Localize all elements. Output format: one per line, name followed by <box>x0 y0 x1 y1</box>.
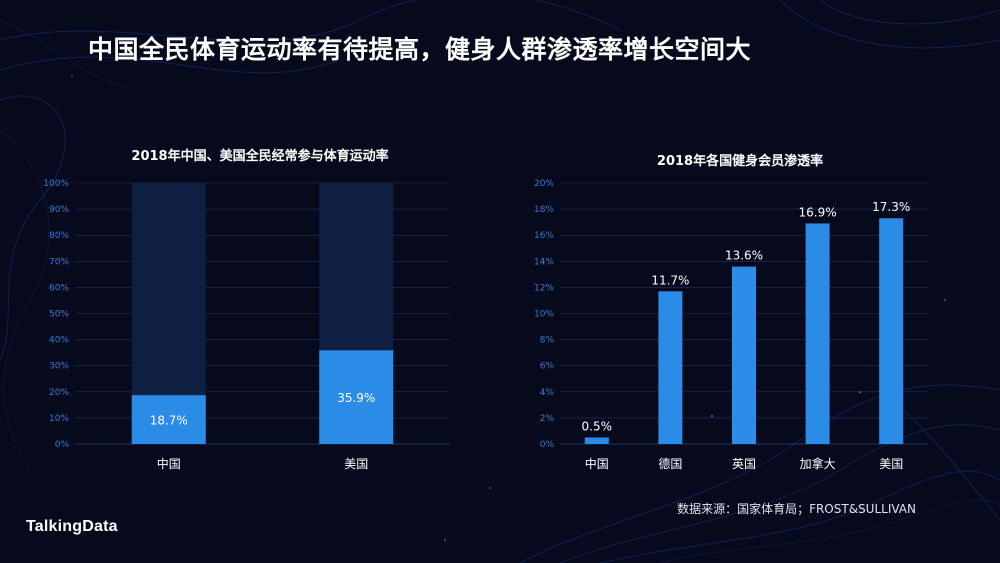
x-tick-label: 美国 <box>344 457 368 471</box>
x-tick-label: 德国 <box>658 456 682 471</box>
chart2-title: 2018年各国健身会员渗透率 <box>656 154 824 169</box>
y-tick-label: 70% <box>49 257 69 267</box>
x-tick-label: 美国 <box>879 457 903 471</box>
x-tick-label: 加拿大 <box>800 456 836 471</box>
data-label: 16.9% <box>799 205 837 219</box>
bar-中国 <box>131 395 206 444</box>
y-tick-label: 12% <box>534 283 554 293</box>
data-label: 35.9% <box>337 391 375 405</box>
bar-美国 <box>319 350 394 444</box>
y-tick-label: 16% <box>534 231 554 241</box>
x-tick-label: 英国 <box>732 457 756 471</box>
source-note: 数据来源：国家体育局；FROST&SULLIVAN <box>677 502 916 516</box>
y-tick-label: 80% <box>49 231 69 241</box>
y-tick-label: 4% <box>540 388 555 398</box>
y-tick-label: 14% <box>534 257 554 267</box>
bar-英国 <box>732 266 756 444</box>
bar-美国 <box>879 218 904 444</box>
x-tick-label: 中国 <box>157 456 181 471</box>
y-tick-label: 60% <box>49 283 69 293</box>
data-label: 18.7% <box>150 414 188 428</box>
y-tick-label: 0% <box>540 440 555 450</box>
y-tick-label: 10% <box>534 310 554 320</box>
y-tick-label: 50% <box>49 310 69 320</box>
talkingdata-logo: TalkingData <box>26 518 118 535</box>
participation-rate-chart: 0% 10% 20% 30% 40% 50% 60% 70% 80% 90% 100% 18.7% 中国… <box>43 179 450 471</box>
bar-德国 <box>658 291 683 444</box>
data-label: 0.5% <box>582 419 613 433</box>
y-tick-label: 20% <box>534 179 554 189</box>
data-label: 17.3% <box>872 200 910 214</box>
y-tick-label: 8% <box>540 336 555 346</box>
data-label: 13.6% <box>725 249 763 263</box>
y-tick-label: 90% <box>49 205 69 215</box>
x-tick-label: 中国 <box>585 456 609 471</box>
y-tick-label: 30% <box>49 362 69 372</box>
y-tick-label: 40% <box>49 336 69 346</box>
gym-penetration-chart: 0% 2% 4% 6% 8% 10% 12% 14% 16% 18% 20% 0.5% 中国 11.7% 德… <box>534 179 928 471</box>
chart1-title: 2018年中国、美国全民经常参与体育运动率 <box>131 149 389 164</box>
y-tick-label: 0% <box>55 440 70 450</box>
y-tick-label: 100% <box>43 179 69 189</box>
bar-中国 <box>584 437 609 444</box>
y-tick-label: 10% <box>49 414 69 424</box>
y-tick-label: 20% <box>49 388 69 398</box>
y-tick-label: 6% <box>540 362 555 372</box>
data-label: 11.7% <box>651 273 689 287</box>
slide-title: 中国全民体育运动率有待提高，健身人群渗透率增长空间大 <box>88 35 752 64</box>
y-tick-label: 18% <box>534 205 554 215</box>
bar-加拿大 <box>805 223 830 444</box>
y-tick-label: 2% <box>540 414 555 424</box>
